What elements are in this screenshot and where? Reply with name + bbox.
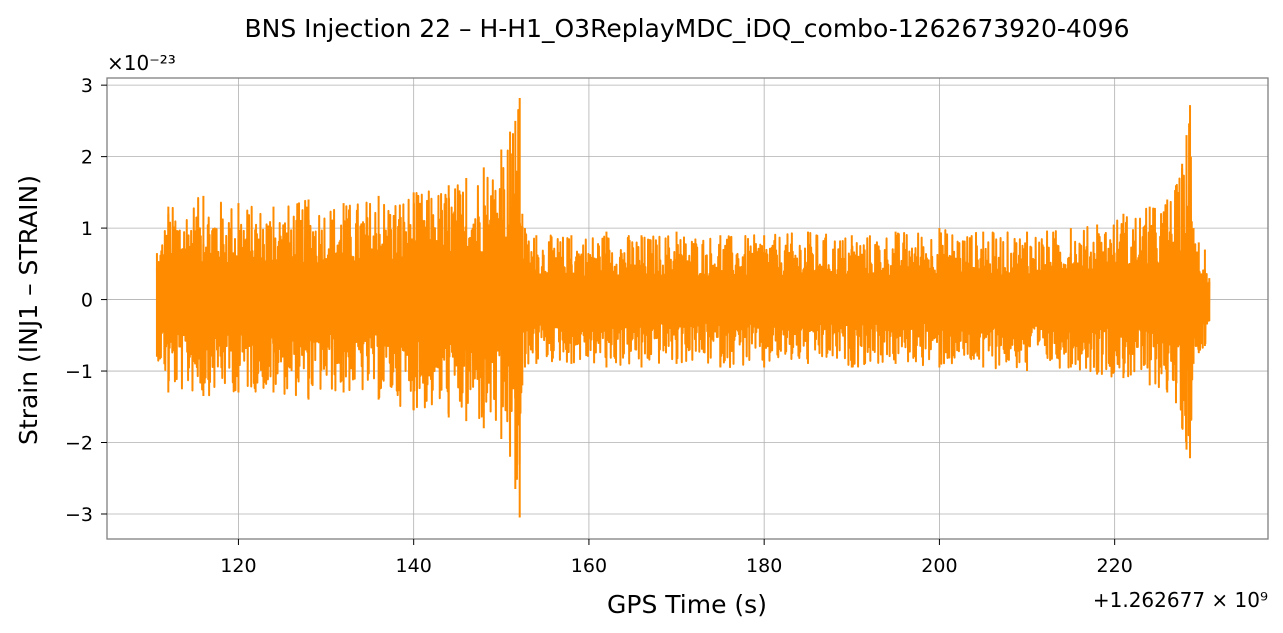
y-tick-label: −2	[65, 433, 93, 455]
x-tick-label: 200	[921, 555, 957, 577]
y-tick-label: 1	[81, 218, 93, 240]
x-tick-label: 220	[1097, 555, 1133, 577]
y-tick-label: 3	[81, 75, 93, 97]
strain-series-line	[155, 108, 1211, 480]
x-tick-label: 140	[396, 555, 432, 577]
y-tick-label: −1	[65, 361, 93, 383]
y-tick-label: 0	[81, 290, 93, 312]
y-scale-label: ×10⁻²³	[107, 51, 176, 75]
plot-frame	[106, 77, 1269, 540]
plot-area	[155, 98, 1211, 518]
x-tick-label: 160	[571, 555, 607, 577]
x-tick-label: 120	[220, 555, 256, 577]
x-offset-label: +1.262677 × 10⁹	[1093, 588, 1268, 612]
x-axis-label: GPS Time (s)	[607, 590, 767, 619]
x-tick-label: 180	[746, 555, 782, 577]
chart-title: BNS Injection 22 – H-H1_O3ReplayMDC_iDQ_…	[244, 14, 1129, 43]
y-tick-label: 2	[81, 147, 93, 169]
y-axis-ticks: −3 −2 −1 0 1 2 3	[65, 75, 107, 526]
x-axis-ticks: 120 140 160 180 200 220	[220, 539, 1133, 577]
y-tick-label: −3	[65, 504, 93, 526]
y-axis-label: Strain (INJ1 – STRAIN)	[14, 175, 43, 445]
